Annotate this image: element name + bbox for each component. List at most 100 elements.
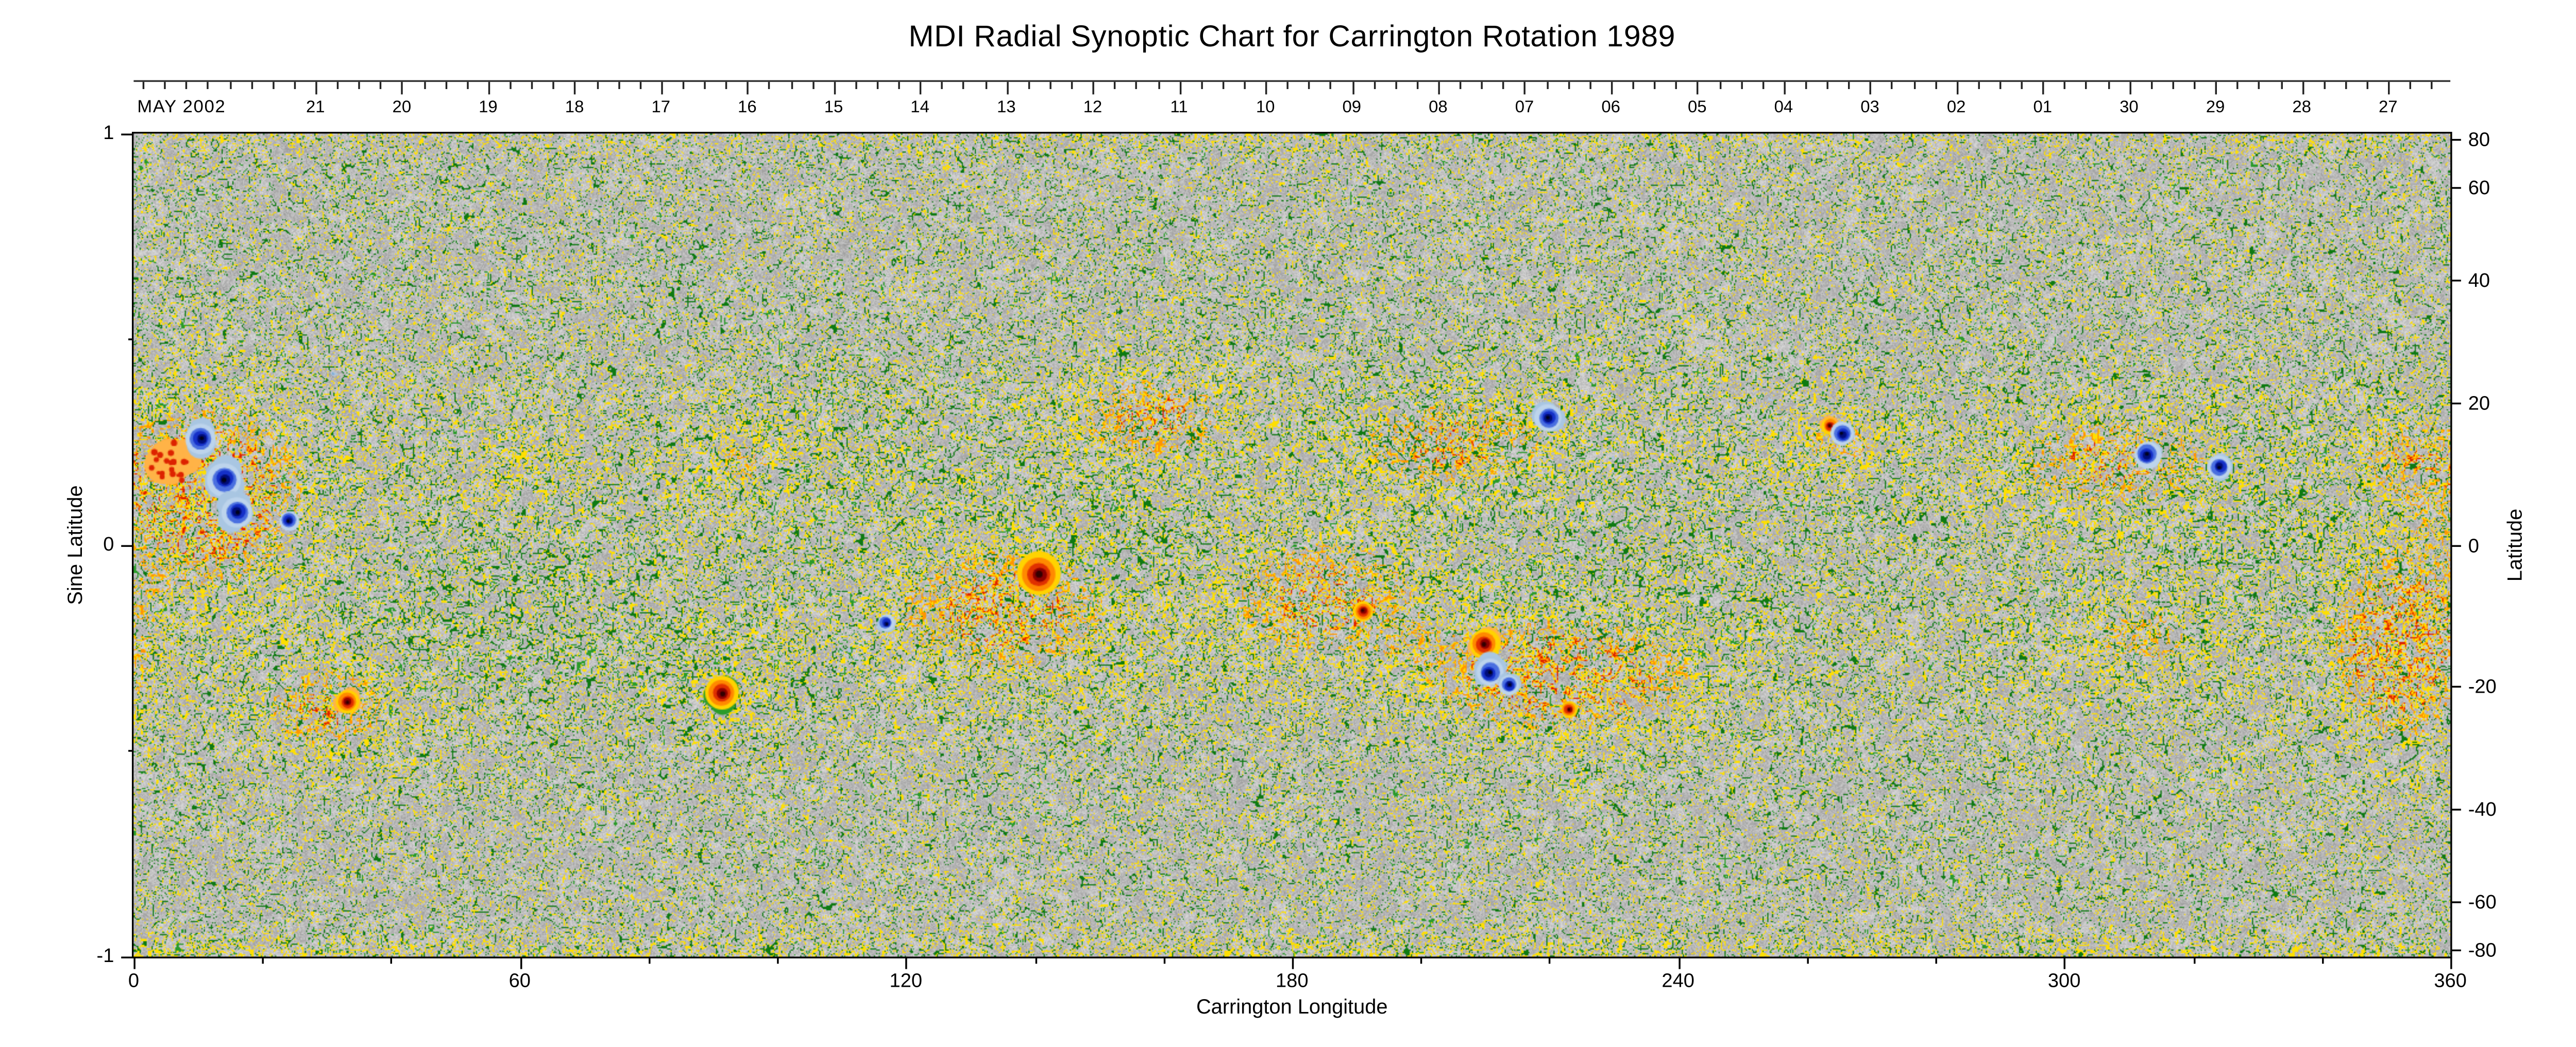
right-axis-tick-label: -80	[2468, 940, 2497, 962]
bottom-axis: 0 60 120 180 240 300 360	[128, 956, 2467, 1017]
top-axis-day-label: 28	[2292, 97, 2311, 117]
top-axis-tick	[617, 82, 620, 89]
x-axis-tick	[1549, 956, 1551, 963]
top-axis-tick	[1978, 82, 1980, 89]
top-axis-tick	[1848, 82, 1851, 89]
top-axis-tick	[2194, 82, 2196, 89]
top-axis-tick	[2172, 82, 2174, 89]
top-axis-tick	[531, 82, 533, 89]
top-axis-tick	[1675, 82, 1677, 89]
top-axis-tick	[2366, 82, 2368, 89]
right-axis: 80 60 40 20 0 -20 -40 -60 -80	[2450, 130, 2575, 962]
top-axis-tick	[1740, 82, 1742, 89]
top-axis-tick	[1330, 82, 1332, 89]
top-axis-tick	[337, 82, 339, 89]
x-axis-title: Carrington Longitude	[1196, 998, 1388, 1019]
x-axis-tick	[777, 956, 779, 963]
top-axis-tick	[660, 82, 663, 95]
top-axis-tick	[704, 82, 706, 89]
x-axis-tick	[2064, 956, 2066, 969]
top-axis-day-label: 01	[2033, 97, 2053, 117]
top-axis-tick	[596, 82, 598, 89]
top-axis-tick	[725, 82, 727, 89]
left-axis-tick-label: -1	[96, 945, 114, 967]
top-axis-tick	[2021, 82, 2023, 89]
left-axis-minor-tick	[127, 750, 134, 752]
top-axis-day-label: 18	[565, 97, 584, 117]
chart-title: MDI Radial Synoptic Chart for Carrington…	[908, 20, 1676, 54]
top-axis-tick	[2301, 82, 2304, 95]
right-axis-tick	[2450, 900, 2461, 903]
top-axis-tick	[1006, 82, 1008, 95]
top-axis-tick	[574, 82, 577, 95]
top-axis-day-label: 20	[392, 97, 412, 117]
top-axis-tick	[229, 82, 231, 89]
top-axis-tick	[639, 82, 641, 89]
top-axis-tick	[812, 82, 814, 89]
top-axis-tick	[2388, 82, 2390, 95]
top-axis-tick	[769, 82, 771, 89]
x-axis-tick-label: 180	[1276, 971, 1309, 992]
magnetogram-canvas	[133, 133, 2451, 957]
x-axis-tick	[262, 956, 264, 963]
top-axis-tick	[272, 82, 274, 89]
top-axis-day-label: 21	[306, 97, 325, 117]
top-axis-tick	[876, 82, 879, 89]
right-axis-tick-label: -20	[2468, 676, 2497, 698]
top-axis-day-label: 17	[651, 97, 671, 117]
right-axis-tick	[2450, 544, 2461, 546]
top-axis-day-label: 27	[2379, 97, 2398, 117]
top-axis-tick	[1351, 82, 1354, 95]
left-axis-tick	[121, 544, 134, 546]
x-axis-tick-label: 360	[2434, 971, 2467, 992]
top-axis-day-label: 07	[1515, 97, 1534, 117]
right-axis-tick	[2450, 187, 2461, 190]
top-axis-tick	[1762, 82, 1764, 89]
right-axis-tick	[2450, 949, 2461, 952]
top-axis-tick	[1395, 82, 1397, 89]
top-axis-day-label: 05	[1687, 97, 1707, 117]
top-axis-tick	[920, 82, 922, 95]
top-axis-tick	[2323, 82, 2326, 89]
top-axis-tick	[2258, 82, 2261, 89]
top-axis-tick	[1589, 82, 1591, 89]
x-axis-tick	[133, 956, 135, 969]
top-axis-tick	[2280, 82, 2282, 89]
right-axis-title: Latitude	[2505, 508, 2527, 582]
top-axis-tick	[185, 82, 188, 89]
top-date-axis: MAY 2002 21 20 19 18 17 16 15 14 13 12 11 10 09 08 07 0…	[133, 80, 2451, 128]
x-axis-tick	[1678, 956, 1680, 969]
x-axis-tick	[1806, 956, 1809, 963]
top-axis-day-label: 09	[1342, 97, 1362, 117]
top-axis-tick	[1114, 82, 1116, 89]
top-axis-tick	[898, 82, 901, 89]
x-axis-tick	[2193, 956, 2195, 963]
top-axis-tick	[2431, 82, 2433, 89]
top-axis-tick	[250, 82, 252, 89]
top-axis-day-label: 15	[824, 97, 843, 117]
right-axis-tick-label: -40	[2468, 799, 2497, 821]
top-axis-tick	[1265, 82, 1267, 95]
top-axis-tick	[1913, 82, 1915, 89]
top-axis-tick	[1935, 82, 1937, 89]
right-axis-tick-label: 60	[2468, 179, 2490, 200]
top-axis-tick	[1956, 82, 1958, 95]
top-axis-tick	[1373, 82, 1376, 89]
plot-area	[131, 131, 2452, 958]
x-axis-tick	[1163, 956, 1165, 963]
top-axis-tick	[380, 82, 382, 89]
top-axis-tick	[1805, 82, 1807, 89]
top-axis-tick	[1783, 82, 1786, 95]
top-axis-tick	[1611, 82, 1613, 95]
left-axis-tick-label: 0	[103, 533, 114, 555]
top-axis-tick	[1049, 82, 1052, 89]
top-axis-tick	[1546, 82, 1548, 89]
top-axis-tick	[1200, 82, 1202, 89]
top-axis-tick	[682, 82, 685, 89]
top-axis-tick	[2086, 82, 2088, 89]
top-axis-day-label: 04	[1774, 97, 1793, 117]
top-axis-tick	[1092, 82, 1095, 95]
left-axis-tick	[121, 955, 134, 958]
x-axis-tick-label: 240	[1662, 971, 1694, 992]
